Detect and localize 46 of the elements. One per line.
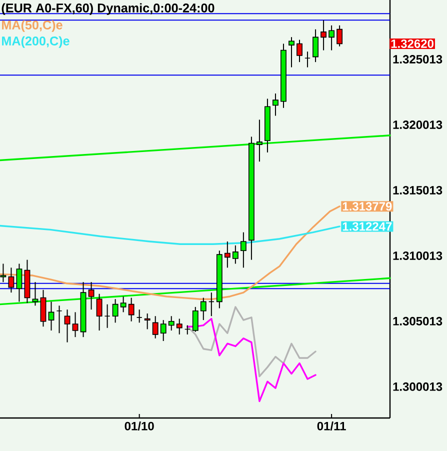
candlestick [64,309,70,343]
candlestick [336,24,343,47]
candlestick [208,292,214,317]
candlestick [88,282,94,310]
y-tick-label: 1.320013 [393,120,442,130]
candlestick [240,232,246,268]
y-tick-label: 1.325013 [393,55,442,64]
y-tick-label: 1.310013 [393,251,442,260]
candlestick [8,267,14,294]
candlestick [272,92,278,116]
candlestick [144,313,150,330]
y-tick-label: 1.305013 [393,316,442,326]
candlestick [168,316,174,332]
x-tick-label: 01/10 [124,422,154,430]
candlestick [40,289,46,328]
data-label: 1.313779 [342,202,392,211]
text: MA(50,C)e [2,20,62,32]
candlestick [176,318,182,335]
chart-title: (EUR A0-FX,60) Dynamic,0:00-24:00 [2,3,214,15]
line-series [186,306,316,378]
candlestick [160,320,166,342]
text: 1.32620 [391,39,434,48]
candlestick [192,306,198,332]
candlestick [128,297,134,322]
candlestick [312,28,318,63]
data-label: 1.312247 [342,222,392,231]
y-tick-label: 1.315013 [393,186,442,194]
candlestick [104,304,110,328]
candlestick [288,36,294,68]
candlestick [328,24,335,51]
candlestick [0,263,6,283]
candlestick [224,240,230,268]
candlestick [184,324,190,335]
candlestick [152,316,158,339]
candlestick [232,244,238,264]
candlestick [320,20,326,51]
candlestick [96,293,102,332]
candlestick [56,305,62,334]
candlestick [72,312,78,338]
candlestick [304,51,310,68]
x-tick-label: 01/11 [317,422,346,430]
candlestick [296,39,302,63]
y-tick-label: 1.300013 [393,382,442,391]
text: MA(200,C)e [2,36,70,48]
candlestick [136,309,142,324]
candlestick [200,297,206,321]
